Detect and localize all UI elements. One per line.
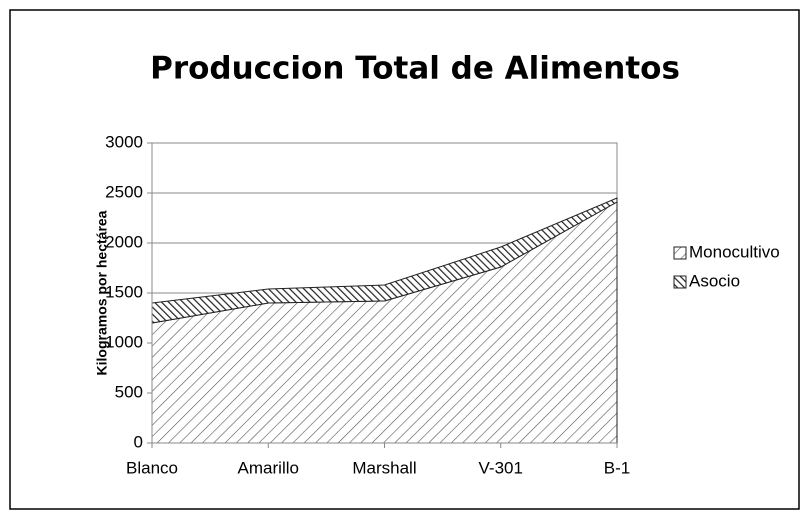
y-tick-label: 3000 bbox=[105, 132, 143, 151]
y-axis-label: Kilogramos por hectárea bbox=[94, 210, 110, 375]
y-tick-label: 2000 bbox=[105, 232, 143, 251]
x-tick-label: Blanco bbox=[126, 458, 178, 477]
x-tick-label: V-301 bbox=[479, 458, 523, 477]
legend-label: Asocio bbox=[689, 271, 740, 290]
y-tick-label: 1500 bbox=[105, 282, 143, 301]
legend-swatch bbox=[673, 275, 687, 289]
y-tick-label: 0 bbox=[134, 432, 143, 451]
x-tick-label: Marshall bbox=[352, 458, 416, 477]
y-tick-label: 500 bbox=[115, 382, 143, 401]
x-tick-label: B-1 bbox=[604, 458, 630, 477]
y-tick-label: 2500 bbox=[105, 182, 143, 201]
y-tick-label: 1000 bbox=[105, 332, 143, 351]
x-tick-label: Amarillo bbox=[238, 458, 299, 477]
legend-label: Monocultivo bbox=[689, 242, 780, 261]
chart-title: Produccion Total de Alimentos bbox=[150, 51, 680, 87]
legend-swatch bbox=[673, 246, 687, 260]
area bbox=[151, 197, 618, 324]
